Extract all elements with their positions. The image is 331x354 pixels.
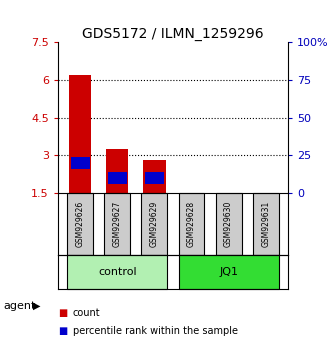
Text: ■: ■ <box>58 326 67 336</box>
Text: GSM929627: GSM929627 <box>113 201 122 247</box>
Bar <box>145 172 164 184</box>
Bar <box>67 255 167 289</box>
Text: count: count <box>73 308 100 318</box>
Bar <box>71 157 90 169</box>
Text: control: control <box>98 267 137 277</box>
Bar <box>67 193 93 255</box>
Text: GSM929629: GSM929629 <box>150 201 159 247</box>
Bar <box>108 172 127 184</box>
Bar <box>69 75 91 193</box>
Title: GDS5172 / ILMN_1259296: GDS5172 / ILMN_1259296 <box>82 28 264 41</box>
Text: JQ1: JQ1 <box>219 267 238 277</box>
Bar <box>141 193 167 255</box>
Bar <box>178 193 205 255</box>
Text: GSM929630: GSM929630 <box>224 201 233 247</box>
Text: GSM929628: GSM929628 <box>187 201 196 247</box>
Bar <box>104 193 130 255</box>
Text: GSM929631: GSM929631 <box>261 201 270 247</box>
Text: GSM929626: GSM929626 <box>76 201 85 247</box>
Text: percentile rank within the sample: percentile rank within the sample <box>73 326 238 336</box>
Bar <box>143 160 166 193</box>
Text: agent: agent <box>3 301 36 311</box>
Text: ■: ■ <box>58 308 67 318</box>
Text: ▶: ▶ <box>33 301 41 311</box>
Bar <box>253 193 279 255</box>
Bar <box>178 255 279 289</box>
Bar <box>215 193 242 255</box>
Bar <box>106 149 128 193</box>
